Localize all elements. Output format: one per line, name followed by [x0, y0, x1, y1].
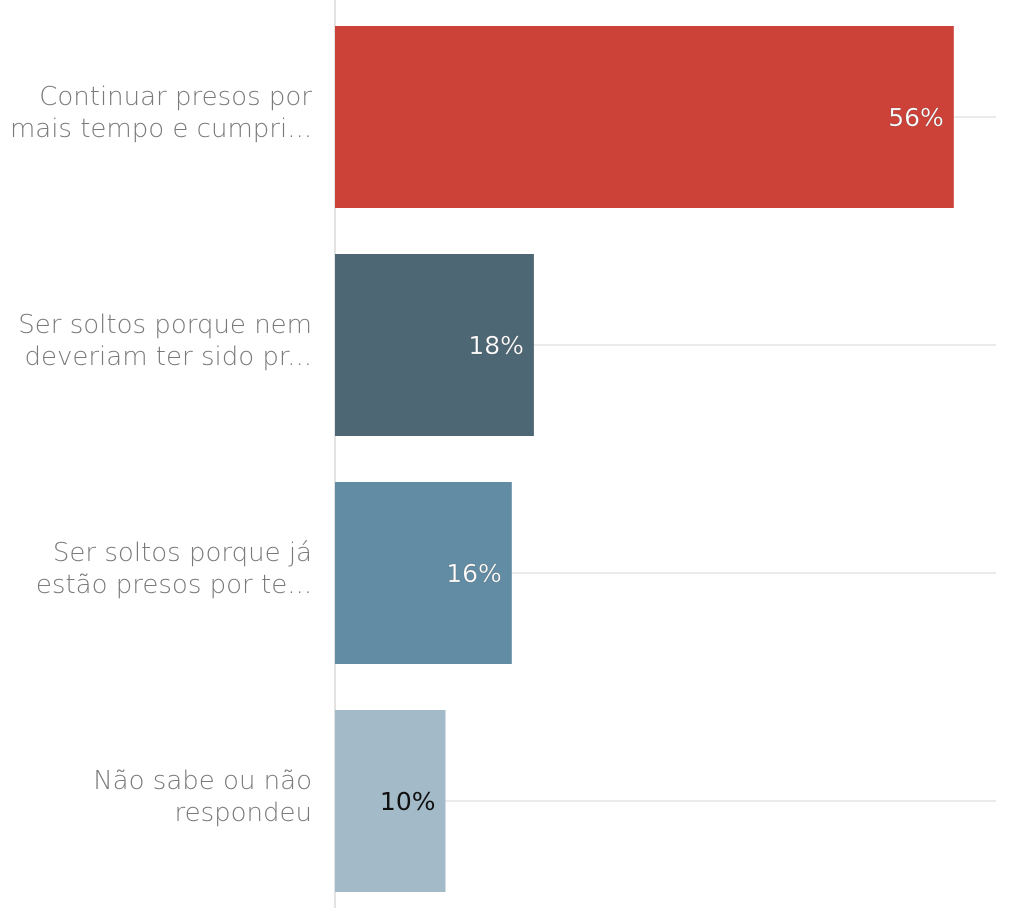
- category-label: Ser soltos porque nem deveriam ter sido p…: [18, 310, 312, 372]
- bar: [335, 254, 534, 436]
- value-label: 10%: [380, 787, 436, 816]
- bar: [335, 710, 446, 892]
- category-label-line: mais tempo e cumpri...: [10, 114, 312, 144]
- value-labels: 56% 18% 16% 10%: [380, 103, 944, 816]
- category-label-line: Ser soltos porque nem: [18, 310, 312, 340]
- category-label: Não sabe ou não respondeu: [93, 766, 312, 828]
- value-label: 16%: [446, 559, 502, 588]
- bars: [335, 26, 954, 892]
- category-label-line: Continuar presos por: [39, 82, 312, 112]
- category-labels: Continuar presos por mais tempo e cumpri.…: [10, 82, 312, 828]
- category-label: Ser soltos porque já estão presos por te.…: [36, 538, 312, 600]
- category-label-line: Ser soltos porque já: [53, 538, 312, 568]
- value-label: 18%: [468, 331, 524, 360]
- category-label-line: deveriam ter sido pr...: [24, 342, 312, 372]
- category-label-line: Não sabe ou não: [93, 766, 312, 796]
- bar: [335, 482, 512, 664]
- category-label-line: respondeu: [174, 798, 312, 828]
- value-label: 56%: [888, 103, 944, 132]
- grid-lines: [335, 116, 996, 802]
- category-label: Continuar presos por mais tempo e cumpri.…: [10, 82, 312, 144]
- bar: [335, 26, 954, 208]
- category-label-line: estão presos por te...: [36, 570, 312, 600]
